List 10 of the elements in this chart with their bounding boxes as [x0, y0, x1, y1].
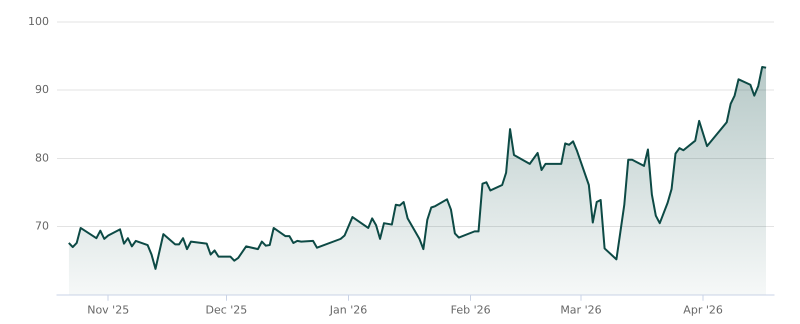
- x-tick-label: Jan '26: [328, 303, 368, 316]
- x-tick-label: Apr '26: [683, 303, 723, 316]
- x-tick-label: Mar '26: [560, 303, 602, 316]
- y-tick-label: 80: [34, 151, 49, 164]
- x-tick-label: Dec '25: [205, 303, 248, 316]
- y-tick-label: 90: [34, 83, 49, 96]
- x-tick-label: Nov '25: [87, 303, 130, 316]
- x-tick-label: Feb '26: [450, 303, 491, 316]
- y-tick-label: 100: [28, 14, 49, 28]
- y-tick-label: 70: [34, 219, 49, 232]
